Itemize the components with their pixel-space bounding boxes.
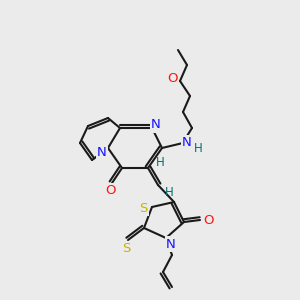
Text: N: N [97,146,107,158]
Text: H: H [156,157,164,169]
Text: S: S [139,202,147,214]
Text: N: N [182,136,192,149]
Text: O: O [106,184,116,197]
Text: N: N [166,238,176,250]
Text: N: N [151,118,161,131]
Text: S: S [122,242,130,256]
Text: H: H [165,185,173,199]
Text: O: O [167,73,177,85]
Text: O: O [203,214,213,226]
Text: H: H [194,142,202,154]
